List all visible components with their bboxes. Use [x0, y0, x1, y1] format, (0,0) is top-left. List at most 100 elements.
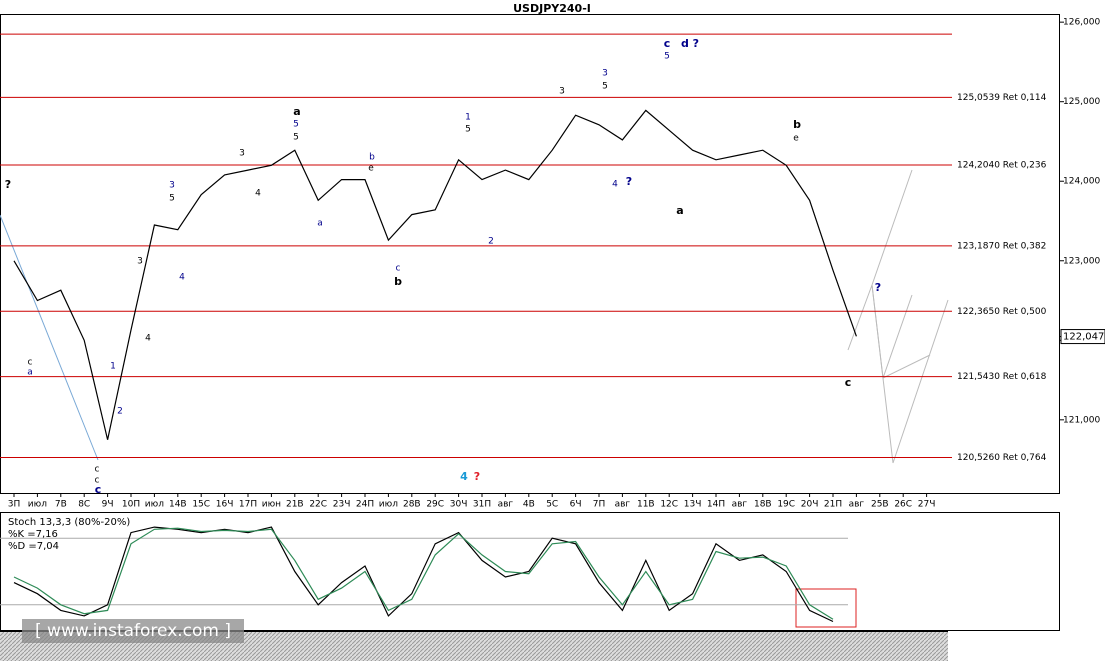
wave-label: c: [664, 37, 671, 50]
wave-label: b: [793, 118, 801, 131]
x-tick-label: 21В: [286, 500, 304, 510]
highlight-box: [795, 588, 857, 628]
price-pane: [0, 14, 1060, 494]
wave-label: b: [394, 275, 402, 288]
wave-label: 3: [169, 181, 175, 191]
x-tick-label: 15С: [192, 500, 210, 510]
x-tick-label: 5С: [546, 500, 558, 510]
wave-label: 5: [602, 82, 608, 92]
x-tick-label: 29С: [426, 500, 444, 510]
wave-label: ?: [875, 281, 881, 294]
x-tick-label: 24П: [356, 500, 374, 510]
x-tick-label: 9Ч: [102, 500, 114, 510]
x-tick-label: 22С: [309, 500, 327, 510]
x-tick-label: 20Ч: [801, 500, 819, 510]
series-line: [13, 109, 857, 440]
watermark: [ www.instaforex.com ]: [35, 621, 231, 641]
level-label: 121,5430 Ret 0,618: [957, 372, 1047, 382]
x-tick-label: 8С: [78, 500, 90, 510]
x-tick-label: 14П: [707, 500, 725, 510]
wave-label: 5: [664, 52, 670, 62]
x-tick-label: 7П: [593, 500, 606, 510]
x-tick-label: 6Ч: [570, 500, 582, 510]
x-tick-label: 30Ч: [450, 500, 468, 510]
projection: [847, 169, 949, 464]
wave-label: c: [95, 465, 100, 475]
x-tick-label: 21П: [824, 500, 842, 510]
legend-entry: %K =7,16: [8, 529, 58, 540]
legend-entry: %D =7,04: [8, 541, 59, 552]
x-tick-label: июл: [379, 500, 398, 510]
x-tick-label: 14В: [169, 500, 187, 510]
wave-label: 1: [465, 113, 471, 123]
x-tick-label: 31П: [473, 500, 491, 510]
wave-label: 5: [293, 120, 299, 130]
x-tick-label: 23Ч: [333, 500, 351, 510]
level-label: 120,5260 Ret 0,764: [957, 453, 1047, 463]
projection-line: [882, 354, 931, 379]
y-tick-label: 124,000: [1063, 177, 1100, 187]
projection-line: [871, 284, 913, 379]
x-tick-label: 16Ч: [216, 500, 234, 510]
y-tick-label: 123,000: [1063, 256, 1100, 266]
wave-label: e: [793, 134, 799, 144]
wave-label: a: [27, 368, 33, 378]
projection-line: [871, 169, 913, 286]
wave-label: 4: [255, 189, 261, 199]
stoch-title: Stoch 13,3,3 (80%-20%): [8, 517, 130, 528]
wave-label: a: [317, 219, 323, 229]
series-line: [13, 527, 834, 620]
watermark-box: [22, 619, 244, 643]
wave-label: c: [396, 264, 401, 274]
y-tick-label: 126,000: [1063, 18, 1100, 28]
wave-label: ?: [626, 175, 632, 188]
x-tick-label: 28В: [403, 500, 421, 510]
price-box: [1060, 329, 1105, 345]
x-tick-label: 7В: [55, 500, 67, 510]
x-tick-label: июл: [145, 500, 164, 510]
x-tick-label: авг: [849, 500, 865, 510]
x-tick-label: 25В: [871, 500, 889, 510]
wave-label: c: [95, 476, 100, 486]
wave-label: ?: [474, 470, 480, 483]
wave-label: 4: [179, 273, 185, 283]
wave-label: 1: [110, 362, 116, 372]
level-label: 124,2040 Ret 0,236: [957, 161, 1047, 171]
wave-label: 3: [602, 69, 608, 79]
x-tick-label: 13Ч: [684, 500, 702, 510]
wave-label: c: [95, 483, 102, 496]
wave-label: 5: [465, 125, 471, 135]
x-tick-label: 4В: [523, 500, 535, 510]
x-tick-label: 27Ч: [918, 500, 936, 510]
series-line: [13, 526, 834, 623]
x-tick-label: 10П: [122, 500, 140, 510]
wave-label: b: [369, 153, 375, 163]
level-label: 122,3650 Ret 0,500: [957, 307, 1047, 317]
wave-label: a: [293, 105, 300, 118]
x-tick-label: 3П: [8, 500, 21, 510]
x-tick-label: 18В: [754, 500, 772, 510]
wave-label: ?: [5, 178, 11, 191]
x-tick-label: авг: [732, 500, 748, 510]
level-label: 125,0539 Ret 0,114: [957, 93, 1047, 103]
wave-label: e: [368, 164, 374, 174]
chart-title: USDJPY240-I: [513, 2, 591, 15]
wave-label: c: [845, 376, 852, 389]
level-label: 123,1870 Ret 0,382: [957, 241, 1046, 251]
wave-label: 5: [293, 133, 299, 143]
y-tick-label: 121,000: [1063, 415, 1100, 425]
wave-label: 4: [145, 334, 151, 344]
x-tick-label: июн: [262, 500, 281, 510]
x-tick-label: 12С: [660, 500, 678, 510]
wave-label: 3: [559, 87, 565, 97]
wave-label: 2: [117, 407, 123, 417]
wave-label: 3: [239, 149, 245, 159]
wave-label: 2: [488, 237, 494, 247]
wave-label: 4: [460, 470, 468, 483]
wave-label: 3: [137, 257, 143, 267]
wave-label: d ?: [681, 37, 699, 50]
wave-label: c: [28, 358, 33, 368]
x-tick-label: авг: [615, 500, 631, 510]
x-tick-label: авг: [498, 500, 514, 510]
price-label: 122,047: [1063, 332, 1104, 343]
